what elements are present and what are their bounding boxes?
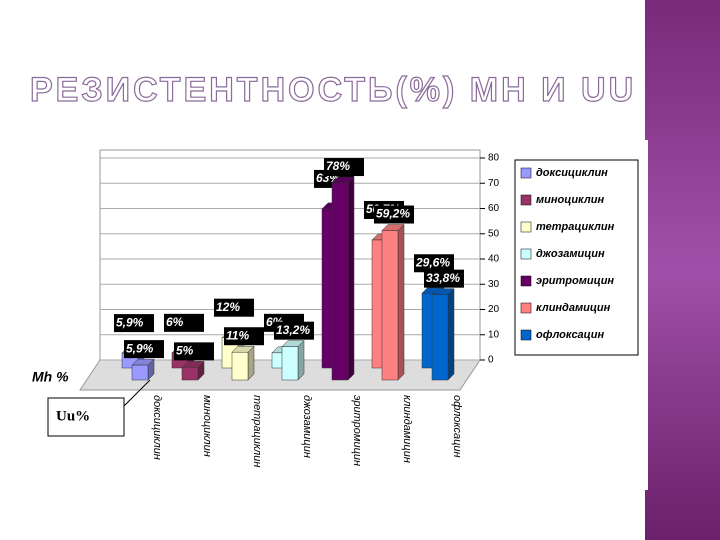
pointer	[123, 379, 151, 407]
value-label: 5,9%	[126, 341, 154, 355]
value-label: 5,9%	[116, 315, 144, 329]
side-strip	[645, 0, 720, 540]
row-label: Mh %	[32, 369, 69, 385]
x-tick-label: миноциклин	[201, 395, 213, 457]
value-label-box	[174, 342, 214, 361]
legend-swatch	[520, 275, 532, 287]
legend-swatch	[520, 194, 532, 206]
bar-side	[347, 176, 355, 381]
legend-label: клиндамицин	[536, 302, 611, 314]
y-tick-label: 80	[488, 153, 500, 164]
legend-label: тетрациклин	[536, 221, 615, 233]
value-label: 29,6%	[415, 255, 450, 269]
legend-swatch	[520, 329, 532, 341]
bar	[181, 367, 199, 381]
x-tick-label: доксициклин	[151, 395, 163, 460]
value-label: 12%	[216, 300, 240, 314]
value-label: 11%	[226, 328, 249, 342]
y-tick-label: 20	[488, 304, 500, 315]
value-label: 59,2%	[376, 207, 410, 221]
bar-side	[397, 223, 405, 381]
value-label-box	[214, 298, 254, 317]
legend	[514, 159, 639, 356]
y-tick-label: 70	[488, 178, 500, 189]
y-tick-label: 30	[488, 279, 500, 290]
y-tick-label: 60	[488, 203, 500, 214]
value-label-box	[124, 340, 164, 359]
value-label: 78%	[326, 159, 350, 173]
row-label: Uu%	[56, 408, 90, 424]
value-label: 33,8%	[426, 271, 460, 285]
slide-title: РЕЗИСТЕНТНОСТЬ(%) MH И UU	[30, 71, 636, 109]
value-label-box	[224, 327, 264, 346]
legend-label: офлоксацин	[536, 329, 605, 341]
y-tick-label: 50	[488, 228, 500, 239]
legend-label: миноциклин	[536, 194, 604, 206]
value-label-box	[274, 321, 314, 340]
row-label-box	[47, 397, 125, 437]
bar	[131, 364, 149, 381]
bar	[431, 294, 449, 381]
x-tick-label: офлоксацин	[451, 395, 463, 458]
value-label-box	[424, 269, 464, 288]
legend-swatch	[520, 248, 532, 260]
legend-label: доксициклин	[536, 167, 608, 179]
bar	[231, 351, 249, 381]
y-tick-label: 40	[488, 254, 500, 265]
x-tick-label: эритромицин	[351, 395, 363, 466]
bar	[331, 182, 349, 381]
value-label-box	[374, 205, 414, 224]
bar	[381, 230, 399, 381]
legend-label: эритромицин	[536, 275, 614, 287]
value-label: 13,2%	[276, 323, 310, 337]
value-label-box	[414, 254, 454, 273]
legend-swatch	[520, 167, 532, 179]
value-label-box	[324, 158, 364, 177]
y-tick-label: 0	[488, 355, 494, 366]
legend-swatch	[520, 302, 532, 314]
x-tick-label: клиндамицин	[401, 395, 413, 463]
value-label-box	[164, 313, 204, 332]
legend-label: джозамицин	[536, 248, 605, 260]
bar	[281, 346, 299, 381]
x-tick-label: джозамицин	[301, 395, 313, 458]
y-tick-label: 10	[488, 329, 500, 340]
value-label-box	[114, 314, 154, 333]
bar-side	[447, 288, 455, 381]
bar-side	[297, 340, 305, 381]
value-label: 6%	[166, 315, 184, 329]
value-label: 5%	[176, 344, 194, 358]
legend-swatch	[520, 221, 532, 233]
x-tick-label: тетрациклин	[251, 395, 263, 467]
